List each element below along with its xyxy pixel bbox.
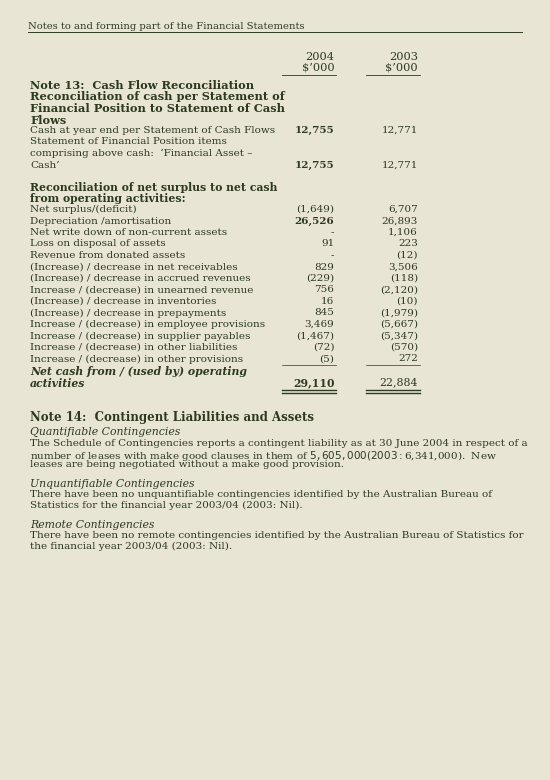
Text: Depreciation /amortisation: Depreciation /amortisation (30, 217, 172, 225)
Text: (1,979): (1,979) (380, 309, 418, 317)
Text: Cash’: Cash’ (30, 161, 60, 169)
Text: Loss on disposal of assets: Loss on disposal of assets (30, 239, 166, 249)
Text: Net write down of non-current assets: Net write down of non-current assets (30, 228, 227, 237)
Text: Notes to and forming part of the Financial Statements: Notes to and forming part of the Financi… (28, 22, 305, 31)
Text: 3,469: 3,469 (305, 320, 334, 329)
Text: Financial Position to Statement of Cash: Financial Position to Statement of Cash (30, 103, 285, 114)
Text: activities: activities (30, 378, 86, 388)
Text: Increase / (decrease) in unearned revenue: Increase / (decrease) in unearned revenu… (30, 285, 254, 295)
Text: 26,526: 26,526 (295, 217, 334, 225)
Text: from operating activities:: from operating activities: (30, 193, 186, 204)
Text: 2004: 2004 (305, 52, 334, 62)
Text: 2003: 2003 (389, 52, 418, 62)
Text: There have been no remote contingencies identified by the Australian Bureau of S: There have been no remote contingencies … (30, 531, 524, 541)
Text: (2,120): (2,120) (380, 285, 418, 295)
Text: Unquantifiable Contingencies: Unquantifiable Contingencies (30, 479, 195, 489)
Text: (72): (72) (313, 343, 334, 352)
Text: (Increase) / decrease in net receivables: (Increase) / decrease in net receivables (30, 263, 238, 271)
Text: (10): (10) (397, 297, 418, 306)
Text: (Increase) / decrease in prepayments: (Increase) / decrease in prepayments (30, 309, 227, 317)
Text: Net cash from / (used by) operating: Net cash from / (used by) operating (30, 366, 248, 377)
Text: 16: 16 (321, 297, 334, 306)
Text: 223: 223 (398, 239, 418, 249)
Text: 845: 845 (315, 309, 334, 317)
Text: the financial year 2003/04 (2003: Nil).: the financial year 2003/04 (2003: Nil). (30, 542, 232, 551)
Text: 12,771: 12,771 (382, 161, 418, 169)
Text: Statement of Financial Position items: Statement of Financial Position items (30, 137, 227, 147)
Text: $’000: $’000 (386, 63, 418, 73)
Text: -: - (331, 228, 334, 237)
Text: (1,467): (1,467) (296, 332, 334, 341)
Text: Increase / (decrease) in supplier payables: Increase / (decrease) in supplier payabl… (30, 332, 251, 341)
Text: (5,667): (5,667) (380, 320, 418, 329)
Text: Increase / (decrease) in employee provisions: Increase / (decrease) in employee provis… (30, 320, 265, 329)
Text: 756: 756 (315, 285, 334, 295)
Text: (5): (5) (320, 354, 334, 363)
Text: 12,755: 12,755 (295, 126, 334, 135)
Text: (570): (570) (390, 343, 418, 352)
Text: Quantifiable Contingencies: Quantifiable Contingencies (30, 427, 180, 437)
Text: (229): (229) (306, 274, 334, 283)
Text: Reconciliation of net surplus to net cash: Reconciliation of net surplus to net cas… (30, 182, 278, 193)
Text: 829: 829 (315, 263, 334, 271)
Text: 1,106: 1,106 (388, 228, 418, 237)
Text: -: - (331, 251, 334, 260)
Text: (1,649): (1,649) (296, 205, 334, 214)
Text: Note 14:  Contingent Liabilities and Assets: Note 14: Contingent Liabilities and Asse… (30, 411, 314, 424)
Text: (12): (12) (397, 251, 418, 260)
Text: Reconciliation of cash per Statement of: Reconciliation of cash per Statement of (30, 91, 285, 102)
Text: 22,884: 22,884 (379, 378, 418, 388)
Text: (5,347): (5,347) (380, 332, 418, 341)
Text: 29,110: 29,110 (293, 378, 334, 388)
Text: Cash at year end per Statement of Cash Flows: Cash at year end per Statement of Cash F… (30, 126, 276, 135)
Text: $’000: $’000 (302, 63, 334, 73)
Text: 91: 91 (321, 239, 334, 249)
Text: Remote Contingencies: Remote Contingencies (30, 520, 155, 530)
Text: 12,771: 12,771 (382, 126, 418, 135)
Text: Increase / (decrease) in other provisions: Increase / (decrease) in other provision… (30, 354, 243, 363)
Text: Net surplus/(deficit): Net surplus/(deficit) (30, 205, 137, 215)
Text: Statistics for the financial year 2003/04 (2003: Nil).: Statistics for the financial year 2003/0… (30, 502, 303, 510)
Text: (Increase) / decrease in accrued revenues: (Increase) / decrease in accrued revenue… (30, 274, 251, 283)
Text: Flows: Flows (30, 115, 67, 126)
Text: Revenue from donated assets: Revenue from donated assets (30, 251, 185, 260)
Text: 272: 272 (398, 354, 418, 363)
Text: (118): (118) (390, 274, 418, 283)
Text: 3,506: 3,506 (388, 263, 418, 271)
Text: There have been no unquantifiable contingencies identified by the Australian Bur: There have been no unquantifiable contin… (30, 491, 492, 499)
Text: (Increase) / decrease in inventories: (Increase) / decrease in inventories (30, 297, 217, 306)
Text: The Schedule of Contingencies reports a contingent liability as at 30 June 2004 : The Schedule of Contingencies reports a … (30, 438, 528, 448)
Text: number of leases with make good clauses in them of $5,605,000 (2003: $6,341,000): number of leases with make good clauses … (30, 449, 497, 463)
Text: leases are being negotiated without a make good provision.: leases are being negotiated without a ma… (30, 460, 344, 469)
Text: 6,707: 6,707 (388, 205, 418, 214)
Text: 12,755: 12,755 (295, 161, 334, 169)
Text: 26,893: 26,893 (382, 217, 418, 225)
Text: Increase / (decrease) in other liabilities: Increase / (decrease) in other liabiliti… (30, 343, 238, 352)
Text: Note 13:  Cash Flow Reconciliation: Note 13: Cash Flow Reconciliation (30, 80, 254, 91)
Text: comprising above cash:  ‘Financial Asset –: comprising above cash: ‘Financial Asset … (30, 149, 253, 158)
